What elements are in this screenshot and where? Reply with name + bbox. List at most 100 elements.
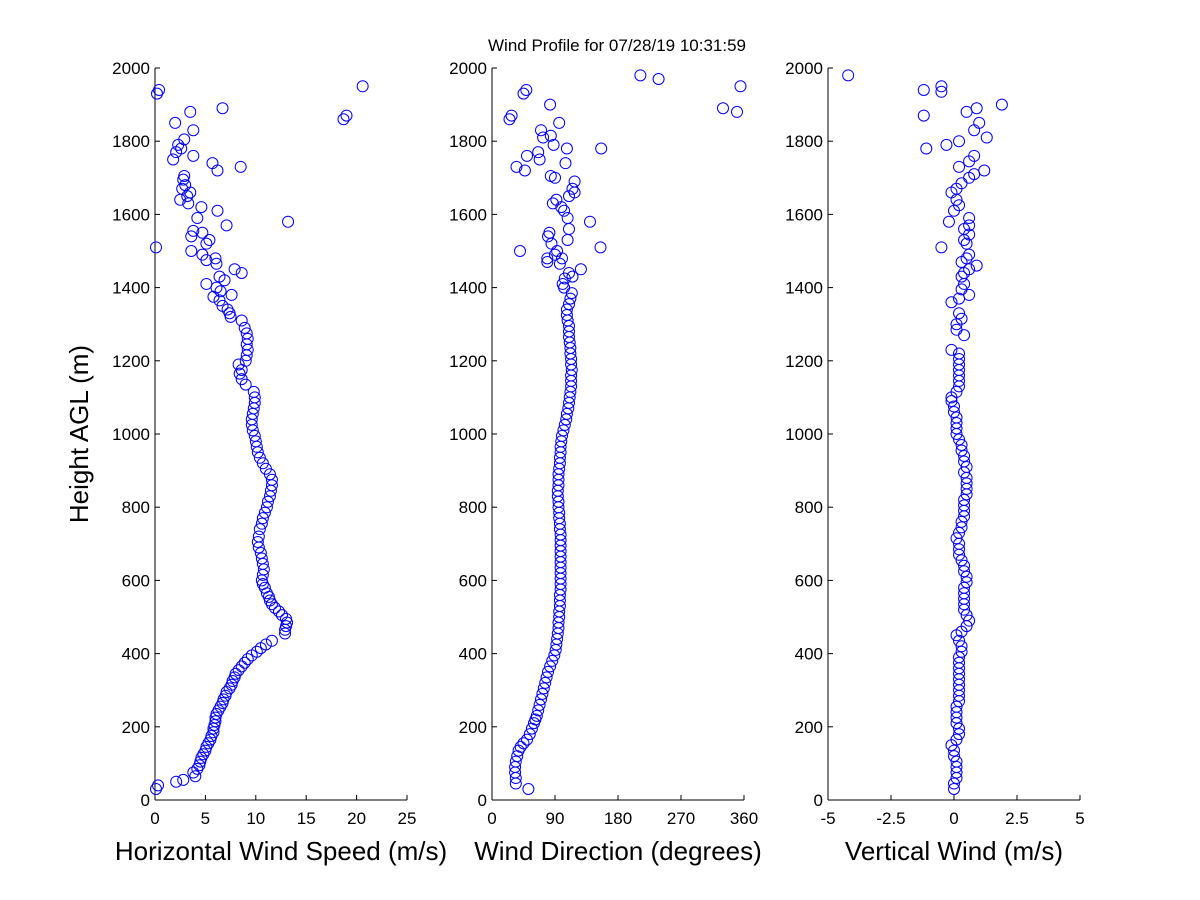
data-point-direction: [509, 755, 522, 768]
data-point-speed: [340, 109, 353, 122]
x-tick-label-vertical: -2.5: [876, 809, 905, 828]
y-tick-label-speed: 2000: [112, 59, 150, 78]
data-point-speed: [213, 270, 226, 283]
data-point-vertical: [950, 700, 963, 713]
data-point-speed: [235, 373, 248, 386]
x-tick-label-speed: 25: [398, 809, 417, 828]
data-point-direction: [652, 72, 665, 85]
data-point-direction: [559, 157, 572, 170]
data-point-direction: [549, 248, 561, 261]
data-point-direction: [594, 241, 607, 254]
data-point-speed: [247, 385, 260, 398]
data-point-vertical: [953, 656, 966, 669]
data-point-vertical: [960, 570, 973, 583]
y-tick-label-direction: 1400: [449, 279, 487, 298]
data-point-speed: [184, 105, 197, 118]
data-point-speed: [248, 391, 261, 404]
data-point-vertical: [958, 493, 971, 506]
data-point-speed: [265, 473, 278, 486]
data-point-vertical: [935, 85, 948, 98]
data-point-vertical: [955, 283, 968, 296]
x-axis-label-direction: Wind Direction (degrees): [474, 836, 762, 866]
data-point-vertical: [960, 252, 973, 265]
data-point-speed: [228, 263, 241, 276]
data-point-vertical: [960, 609, 973, 622]
data-point-speed: [260, 501, 273, 514]
y-tick-label-vertical: 0: [814, 791, 823, 810]
data-point-direction: [564, 292, 577, 305]
data-point-direction: [584, 215, 596, 228]
data-point-direction: [532, 146, 545, 159]
data-point-vertical: [953, 651, 966, 664]
data-point-vertical: [960, 477, 973, 490]
y-tick-label-vertical: 400: [795, 645, 823, 664]
data-point-speed: [177, 773, 190, 786]
data-point-direction: [563, 298, 575, 311]
data-point-speed: [187, 124, 200, 137]
x-tick-label-speed: 15: [297, 809, 316, 828]
data-point-direction: [532, 704, 545, 717]
data-point-speed: [272, 605, 285, 618]
data-point-direction: [549, 171, 561, 184]
data-point-vertical: [963, 248, 976, 261]
data-point-vertical: [950, 323, 963, 336]
data-point-speed: [220, 219, 233, 232]
y-tick-label-direction: 600: [459, 571, 487, 590]
x-tick-label-direction: 180: [604, 809, 632, 828]
data-point-vertical: [953, 160, 966, 173]
data-point-vertical: [995, 98, 1008, 111]
data-point-direction: [544, 660, 557, 673]
data-point-direction: [521, 733, 533, 746]
y-tick-label-direction: 1600: [449, 205, 487, 224]
data-point-vertical: [948, 400, 960, 413]
data-point-vertical: [917, 109, 930, 122]
data-point-speed: [254, 546, 267, 559]
data-point-vertical: [980, 131, 993, 144]
data-point-speed: [187, 224, 200, 237]
data-point-speed: [235, 266, 248, 279]
y-tick-label-vertical: 2000: [785, 59, 823, 78]
data-point-vertical: [948, 750, 960, 763]
data-point-vertical: [955, 270, 968, 283]
data-point-vertical: [960, 576, 973, 589]
x-tick-label-direction: 0: [487, 809, 496, 828]
data-point-speed: [214, 285, 227, 298]
y-tick-label-speed: 800: [122, 498, 150, 517]
data-point-direction: [558, 204, 571, 217]
data-point-direction: [550, 193, 563, 206]
data-point-speed: [238, 656, 251, 669]
y-tick-label-direction: 0: [478, 791, 487, 810]
data-point-vertical: [953, 307, 966, 320]
y-tick-label-vertical: 600: [795, 571, 823, 590]
data-point-speed: [258, 506, 271, 519]
data-point-speed: [235, 660, 248, 673]
y-tick-label-speed: 200: [122, 718, 150, 737]
data-point-direction: [543, 226, 556, 239]
data-point-vertical: [940, 138, 953, 151]
y-tick-label-vertical: 1200: [785, 352, 823, 371]
data-point-vertical: [953, 347, 966, 360]
data-point-direction: [505, 109, 518, 122]
data-point-vertical: [953, 433, 966, 446]
data-point-vertical: [958, 559, 971, 572]
data-point-direction: [561, 212, 574, 225]
data-point-vertical: [960, 460, 973, 473]
y-tick-label-direction: 400: [459, 645, 487, 664]
x-tick-label-direction: 270: [667, 809, 695, 828]
data-point-speed: [240, 327, 253, 340]
data-point-speed: [241, 332, 254, 345]
data-point-direction: [544, 129, 557, 142]
data-point-speed: [200, 237, 213, 250]
data-point-speed: [153, 83, 166, 96]
panel-vertical-wind: 0 200 400 600 800 1000 1200 1400 1600 1800 2000 -5 -…: [785, 59, 1085, 866]
y-tick-label-speed: 400: [122, 645, 150, 664]
y-tick-label-vertical: 1000: [785, 425, 823, 444]
data-point-vertical: [948, 777, 960, 790]
data-point-speed: [169, 116, 182, 129]
x-tick-label-vertical: 0: [949, 809, 958, 828]
data-point-speed: [265, 634, 278, 647]
data-point-speed: [256, 457, 269, 470]
data-point-speed: [178, 169, 191, 182]
